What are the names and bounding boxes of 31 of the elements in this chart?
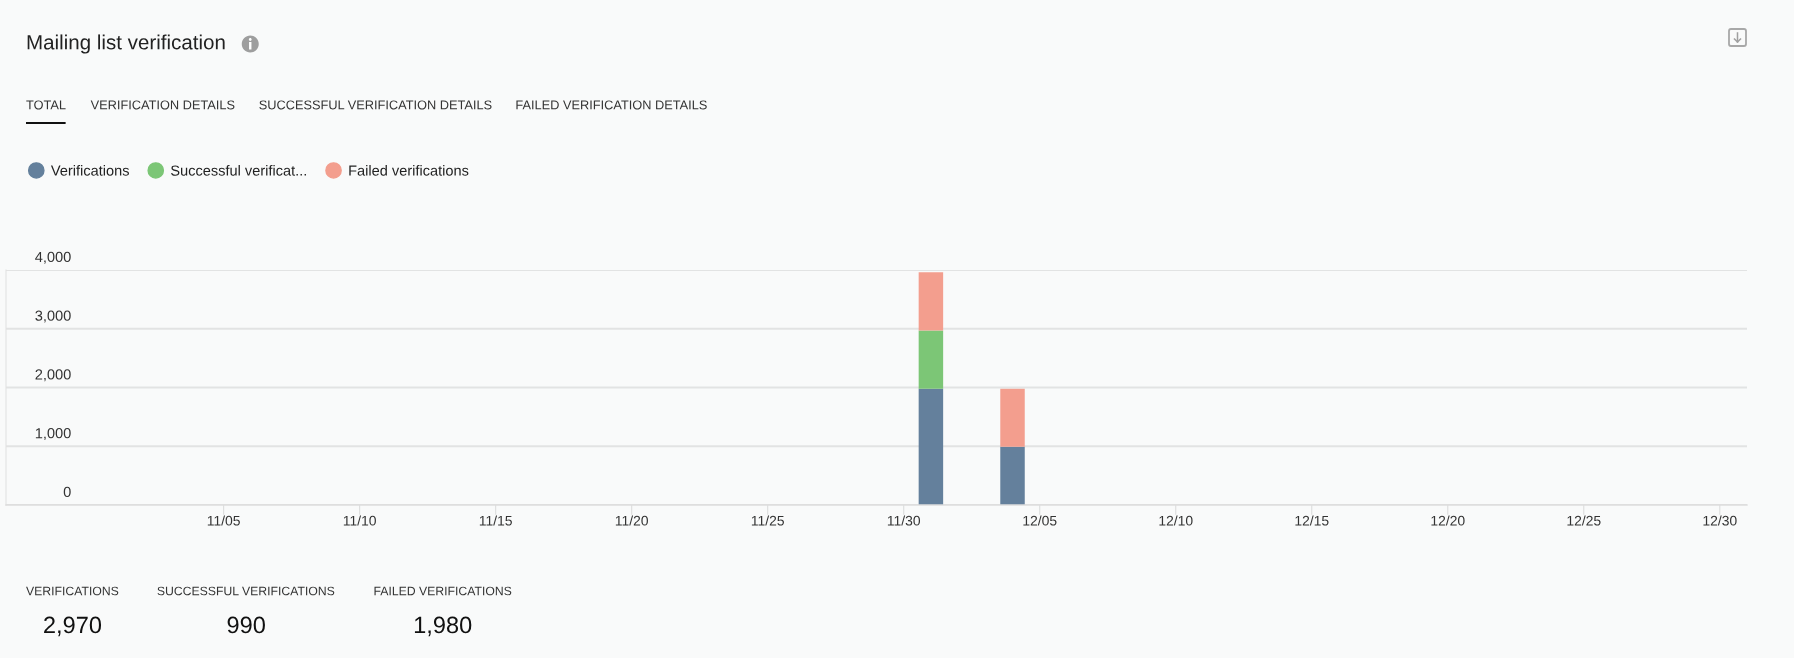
legend-label: Successful verificat... — [171, 165, 306, 176]
text: 990 — [227, 616, 265, 634]
text: SUCCESSFUL VERIFICATIONS — [157, 586, 335, 596]
y-tick-label: 3,000 — [35, 310, 71, 323]
text: TOTAL — [26, 100, 66, 110]
y-tick-label: 0 — [63, 486, 71, 498]
x-tick-label: 12/25 — [1567, 515, 1601, 526]
x-tick-label: 12/10 — [1159, 515, 1193, 526]
x-tick-label: 11/10 — [343, 515, 376, 526]
x-tick-label: 11/30 — [887, 515, 921, 526]
text: 2,970 — [44, 616, 102, 637]
legend-label: Failed verifications — [349, 165, 469, 176]
text: VERIFICATIONS — [26, 586, 119, 596]
chart-title: Mailing list verification — [27, 34, 225, 54]
legend-label: Verifications — [50, 165, 129, 176]
x-tick-label: 11/25 — [751, 515, 784, 526]
y-tick-label: 4,000 — [35, 251, 71, 264]
text: FAILED VERIFICATIONS — [374, 586, 512, 596]
text: VERIFICATION DETAILS — [90, 100, 235, 110]
x-tick-label: 12/20 — [1431, 515, 1465, 526]
x-tick-label: 11/15 — [479, 515, 512, 526]
y-tick-label: 2,000 — [35, 369, 71, 382]
text: FAILED VERIFICATION DETAILS — [516, 100, 707, 110]
x-tick-label: 12/05 — [1023, 515, 1057, 526]
text: SUCCESSFUL VERIFICATION DETAILS — [259, 100, 492, 110]
x-tick-label: 11/05 — [207, 515, 240, 526]
x-tick-label: 11/20 — [615, 515, 648, 526]
y-tick-label: 1,000 — [35, 428, 71, 441]
text: 1,980 — [414, 616, 472, 637]
x-tick-label: 12/30 — [1703, 515, 1737, 526]
x-tick-label: 12/15 — [1295, 515, 1329, 526]
